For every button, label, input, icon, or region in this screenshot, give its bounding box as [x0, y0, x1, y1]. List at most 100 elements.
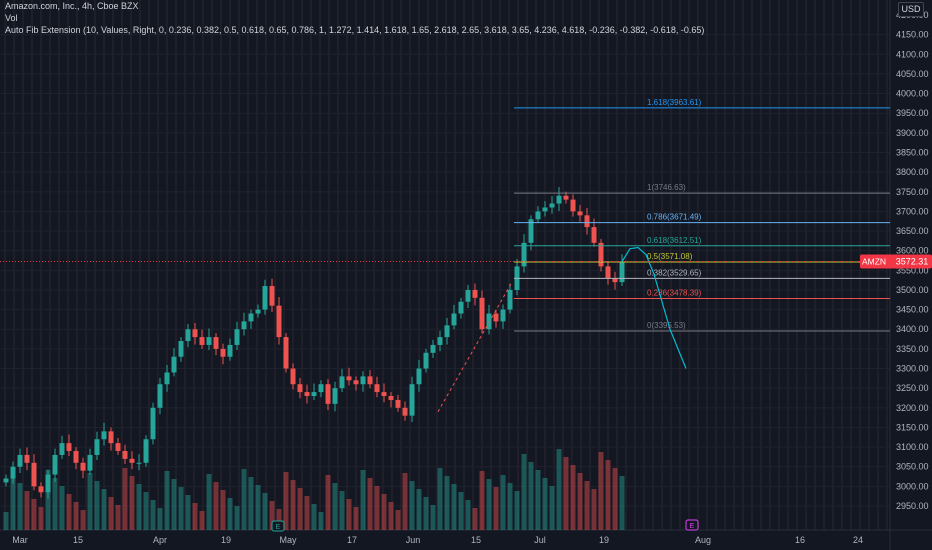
candle[interactable] — [570, 199, 576, 212]
candle[interactable] — [577, 211, 583, 216]
candle[interactable] — [360, 376, 366, 385]
candle[interactable] — [493, 313, 499, 322]
candle[interactable] — [444, 325, 450, 338]
candle[interactable] — [318, 384, 324, 393]
candle[interactable] — [605, 266, 611, 279]
trend-dashed-line[interactable] — [437, 281, 513, 412]
candle[interactable] — [220, 348, 226, 357]
candle[interactable] — [73, 451, 79, 463]
candle[interactable] — [122, 451, 128, 459]
candle[interactable] — [332, 388, 338, 404]
candle[interactable] — [157, 384, 163, 408]
candle[interactable] — [542, 207, 548, 212]
candle[interactable] — [136, 462, 142, 464]
candle[interactable] — [591, 227, 597, 243]
candle[interactable] — [619, 261, 625, 283]
candle[interactable] — [549, 203, 555, 208]
candle[interactable] — [423, 352, 429, 369]
candle[interactable] — [241, 321, 247, 330]
candle[interactable] — [283, 337, 289, 369]
candle[interactable] — [101, 431, 107, 440]
candle[interactable] — [297, 384, 303, 393]
candle[interactable] — [87, 454, 93, 471]
candle[interactable] — [24, 454, 30, 463]
candle[interactable] — [409, 384, 415, 416]
candle[interactable] — [612, 278, 618, 283]
candle[interactable] — [458, 301, 464, 314]
candle[interactable] — [311, 392, 317, 397]
candle[interactable] — [367, 376, 373, 385]
candle[interactable] — [199, 337, 205, 345]
candle[interactable] — [227, 344, 233, 357]
currency-button[interactable]: USD — [898, 2, 924, 17]
candle[interactable] — [94, 439, 100, 455]
fib-indicator-legend[interactable]: Auto Fib Extension (10, Values, Right, 0… — [5, 25, 705, 35]
candle[interactable] — [269, 286, 275, 306]
candle[interactable] — [472, 289, 478, 298]
candle[interactable] — [535, 211, 541, 220]
projection-line[interactable] — [621, 246, 687, 369]
candle[interactable] — [185, 329, 191, 342]
candle[interactable] — [451, 313, 457, 326]
candle[interactable] — [17, 454, 23, 467]
candle[interactable] — [353, 380, 359, 385]
candle[interactable] — [563, 195, 569, 200]
candle[interactable] — [143, 439, 149, 463]
symbol-legend[interactable]: Amazon.com, Inc., 4h, Cboe BZX — [5, 1, 139, 11]
candle[interactable] — [395, 399, 401, 408]
candle[interactable] — [374, 384, 380, 393]
candle[interactable] — [521, 242, 527, 267]
candle[interactable] — [430, 344, 436, 353]
candle[interactable] — [402, 407, 408, 416]
volume-bar — [416, 489, 422, 530]
candle[interactable] — [178, 341, 184, 357]
candle[interactable] — [234, 329, 240, 345]
candle[interactable] — [108, 431, 114, 444]
candle[interactable] — [150, 407, 156, 440]
candle[interactable] — [290, 368, 296, 385]
candle[interactable] — [437, 337, 443, 345]
candle[interactable] — [206, 337, 212, 345]
earnings-marker[interactable] — [271, 520, 285, 532]
candle[interactable] — [66, 443, 72, 452]
candle[interactable] — [129, 458, 135, 463]
candle[interactable] — [115, 443, 121, 452]
candle[interactable] — [346, 376, 352, 381]
candle[interactable] — [52, 454, 58, 475]
candle[interactable] — [584, 215, 590, 228]
candle[interactable] — [192, 329, 198, 338]
candle[interactable] — [325, 384, 331, 404]
candle[interactable] — [80, 462, 86, 471]
candle[interactable] — [500, 309, 506, 322]
candle[interactable] — [164, 372, 170, 385]
session-stripe — [805, 0, 807, 530]
candle[interactable] — [255, 309, 261, 314]
candle[interactable] — [38, 486, 44, 493]
candle[interactable] — [507, 289, 513, 310]
candle[interactable] — [31, 462, 37, 487]
volume-legend[interactable]: Vol — [5, 13, 18, 23]
candle[interactable] — [339, 376, 345, 389]
candle[interactable] — [556, 195, 562, 204]
candle[interactable] — [3, 478, 9, 483]
candle[interactable] — [213, 337, 219, 349]
candle[interactable] — [388, 396, 394, 400]
candle[interactable] — [465, 289, 471, 302]
candle[interactable] — [276, 305, 282, 338]
candle[interactable] — [45, 474, 51, 493]
candle[interactable] — [416, 368, 422, 385]
candle[interactable] — [59, 443, 65, 455]
candle[interactable] — [171, 356, 177, 373]
candle[interactable] — [304, 392, 310, 397]
candle[interactable] — [262, 286, 268, 310]
candle[interactable] — [479, 297, 485, 330]
candle[interactable] — [10, 466, 16, 479]
candle[interactable] — [381, 392, 387, 397]
current-price-tag[interactable] — [860, 254, 932, 269]
candle[interactable] — [248, 313, 254, 322]
candle[interactable] — [598, 242, 604, 267]
candle[interactable] — [528, 219, 534, 243]
upcoming-earnings-marker[interactable] — [685, 519, 699, 531]
